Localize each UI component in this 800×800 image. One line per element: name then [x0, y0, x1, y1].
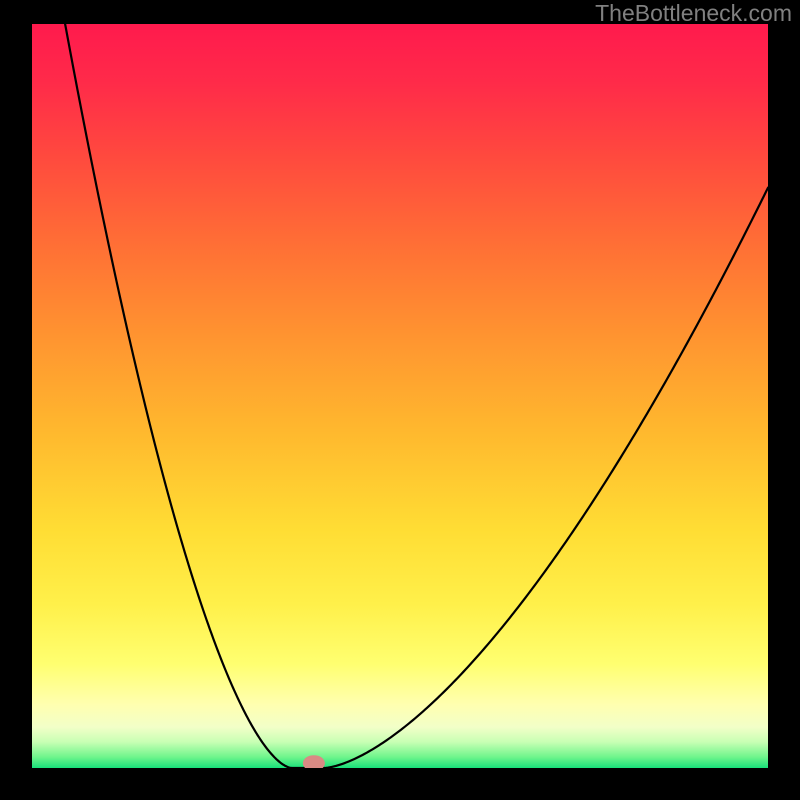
watermark-text: TheBottleneck.com	[595, 0, 792, 27]
frame-bottom	[0, 768, 800, 800]
frame-right	[768, 0, 800, 800]
frame-left	[0, 0, 32, 800]
